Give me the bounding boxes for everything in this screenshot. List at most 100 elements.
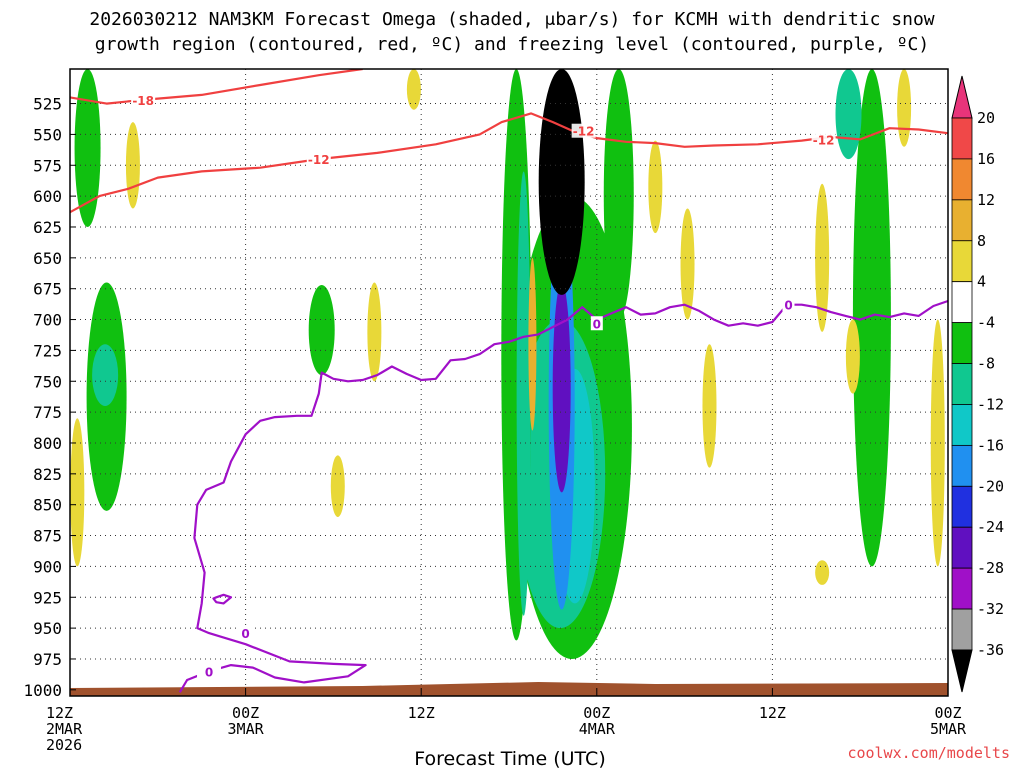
omega-region-orange-streak — [528, 257, 537, 431]
x-tick-label-12-0: 00Z — [232, 704, 259, 722]
omega-region-cyan-left-lo — [92, 344, 119, 406]
dendritic-extra-label-1: -12 — [813, 133, 835, 147]
y-tick-label-550: 550 — [33, 125, 62, 144]
colorbar-label--20: -20 — [977, 477, 1004, 495]
omega-region-teal-far-right — [835, 69, 862, 160]
y-tick-label-675: 675 — [33, 280, 62, 299]
dendritic-label-bg-0 — [131, 92, 156, 107]
omega-region-green-col-left — [74, 69, 101, 227]
freezing-level-layer: 0 0 0 0 — [178, 297, 948, 693]
dendritic-extra-label-0: -12 — [573, 125, 595, 139]
chart-title-line2: growth region (contoured, red, ºC) and f… — [95, 34, 929, 55]
x-tick-label-60-0: 00Z — [934, 704, 961, 722]
y-axis: 525 550 575 600 625 650 675 700 725 750 775 800 825 8… — [23, 95, 76, 700]
colorbar-bin-4 — [951, 240, 973, 283]
freezing-contour-0 — [178, 299, 948, 693]
freezing-label-bg-0 — [197, 664, 222, 679]
colorbar-bottom-arrow — [951, 649, 973, 693]
y-tick-label-825: 825 — [33, 465, 62, 484]
y-tick-label-800: 800 — [33, 434, 62, 453]
dendritic-label-0: -18 — [132, 94, 154, 108]
ground-surface — [70, 682, 948, 696]
colorbar-label--36: -36 — [977, 641, 1004, 659]
omega-region-yellow-small-mid — [330, 455, 345, 518]
colorbar-top-arrow — [951, 75, 973, 119]
x-tick-label-12-1: 3MAR — [228, 720, 265, 738]
y-tick-label-650: 650 — [33, 249, 62, 268]
omega-region-yellow-tiny — [815, 560, 830, 585]
dendritic-label-1: -12 — [308, 153, 330, 167]
y-tick-label-750: 750 — [33, 372, 62, 391]
colorbar-bin--24 — [951, 485, 973, 528]
chart-title-line1: 2026030212 NAM3KM Forecast Omega (shaded… — [89, 9, 934, 30]
freezing-extra-label-bg-0 — [239, 626, 252, 641]
freezing-extra-label-1: 0 — [593, 317, 601, 331]
colorbar-label--24: -24 — [977, 518, 1004, 536]
freezing-label-0: 0 — [205, 665, 213, 679]
omega-region-yellow-far-b — [897, 69, 912, 147]
y-tick-label-975: 975 — [33, 650, 62, 669]
omega-region-yellow-lo — [702, 344, 717, 468]
y-tick-label-625: 625 — [33, 218, 62, 237]
colorbar-label-20: 20 — [977, 109, 995, 127]
y-tick-label-925: 925 — [33, 588, 62, 607]
dendritic-label-bg-1 — [306, 152, 331, 167]
colorbar: 20 16 12 8 4 -4 -8 -12 -16 -20 -24 -28 -32 -36 — [951, 75, 1004, 693]
omega-region-yellow-far-c — [845, 319, 860, 394]
omega-region-core-black — [538, 69, 585, 295]
y-tick-label-600: 600 — [33, 187, 62, 206]
omega-region-green-far-right — [852, 69, 891, 567]
omega-region-green-thin-mid — [308, 284, 335, 376]
colorbar-label-8: 8 — [977, 232, 986, 250]
x-tick-label-36-0: 00Z — [583, 704, 610, 722]
y-tick-label-900: 900 — [33, 557, 62, 576]
y-tick-label-525: 525 — [33, 95, 62, 114]
colorbar-label-4: 4 — [977, 273, 986, 291]
dendritic-extra-label-bg-1 — [811, 132, 836, 147]
x-tick-label-0-1: 2MAR — [46, 720, 83, 738]
colorbar-bin-12 — [951, 158, 973, 201]
x-tick-label-36-1: 4MAR — [579, 720, 616, 738]
omega-region-yellow-left-bot — [70, 418, 85, 567]
colorbar-bin--4 — [951, 281, 973, 324]
freezing-contour-1 — [212, 593, 233, 605]
omega-region-yellow-mid — [367, 282, 382, 382]
x-tick-label-48-0: 12Z — [759, 704, 786, 722]
site-credit[interactable]: coolwx.com/modelts — [847, 744, 1010, 762]
freezing-extra-label-bg-2 — [782, 297, 795, 312]
omega-shading-layer — [70, 69, 945, 659]
x-tick-label-60-1: 5MAR — [930, 720, 967, 738]
y-tick-label-775: 775 — [33, 403, 62, 422]
omega-region-core-purple — [552, 282, 571, 493]
freezing-extra-label-0: 0 — [241, 627, 249, 641]
y-tick-label-1000: 1000 — [23, 681, 62, 700]
colorbar-label--28: -28 — [977, 559, 1004, 577]
ground-layer — [70, 682, 948, 696]
y-tick-label-700: 700 — [33, 311, 62, 330]
colorbar-label--32: -32 — [977, 600, 1004, 618]
x-tick-label-0-2: 2026 — [46, 736, 82, 754]
colorbar-label-12: 12 — [977, 191, 995, 209]
plot-frame — [69, 68, 949, 697]
colorbar-label--4: -4 — [977, 314, 995, 332]
omega-region-yellow-right-b — [680, 208, 695, 320]
colorbar-bin--12 — [951, 363, 973, 405]
omega-region-yellow-far-d — [930, 319, 945, 567]
colorbar-label--12: -12 — [977, 395, 1004, 413]
freezing-extra-label-2: 0 — [784, 299, 792, 313]
dendritic-contour-layer: -18 -12 -12 -12 — [70, 69, 948, 214]
omega-region-yellow-right-a — [648, 140, 663, 234]
colorbar-bin--16 — [951, 404, 973, 446]
x-axis-label: Forecast Time (UTC) — [414, 748, 605, 768]
colorbar-label--8: -8 — [977, 355, 995, 373]
colorbar-bin--8 — [951, 322, 973, 364]
dendritic-contour-0 — [70, 69, 363, 105]
colorbar-bin--20 — [951, 444, 973, 487]
x-tick-label-24-0: 12Z — [408, 704, 435, 722]
colorbar-bin-16 — [951, 117, 973, 160]
omega-region-yellow-left-top — [125, 122, 140, 209]
colorbar-bin--36 — [951, 608, 973, 651]
omega-region-green-right-col — [603, 69, 634, 320]
